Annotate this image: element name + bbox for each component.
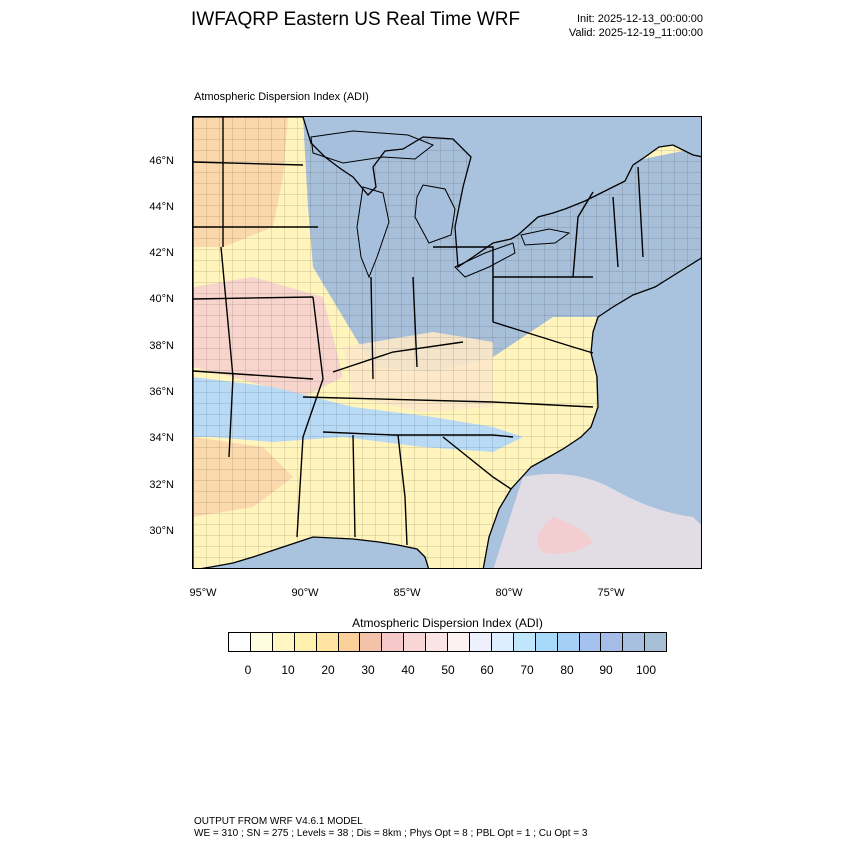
colorbar-label: 70 bbox=[520, 663, 534, 677]
colorbar-swatch bbox=[272, 633, 295, 651]
colorbar-swatch bbox=[360, 633, 383, 651]
init-time: Init: 2025-12-13_00:00:00 bbox=[577, 13, 703, 25]
colorbar-swatch bbox=[513, 633, 536, 651]
colorbar-label: 80 bbox=[560, 663, 574, 677]
colorbar-swatch bbox=[469, 633, 492, 651]
main-title: IWFAQRP Eastern US Real Time WRF bbox=[191, 9, 521, 30]
colorbar-label: 40 bbox=[401, 663, 415, 677]
colorbar-swatch bbox=[250, 633, 273, 651]
colorbar-label: 20 bbox=[321, 663, 335, 677]
colorbar-swatch bbox=[426, 633, 449, 651]
coastline bbox=[193, 117, 701, 568]
colorbar-swatch bbox=[623, 633, 646, 651]
colorbar-swatch bbox=[316, 633, 339, 651]
colorbar bbox=[228, 632, 667, 652]
lat-label-40n: 40°N bbox=[149, 293, 174, 305]
model-info-line-1: OUTPUT FROM WRF V4.6.1 MODEL bbox=[194, 816, 363, 827]
lat-label-44n: 44°N bbox=[149, 201, 174, 213]
lake-ontario bbox=[520, 228, 571, 246]
lat-label-46n: 46°N bbox=[149, 155, 174, 167]
lon-label-85w: 85°W bbox=[393, 587, 421, 599]
colorbar-swatch bbox=[404, 633, 427, 651]
colorbar-swatch bbox=[382, 633, 405, 651]
lake-huron bbox=[414, 184, 456, 244]
lat-label-42n: 42°N bbox=[149, 247, 174, 259]
adi-map bbox=[192, 116, 702, 569]
colorbar-swatch bbox=[338, 633, 361, 651]
valid-time: Valid: 2025-12-19_11:00:00 bbox=[568, 27, 703, 39]
lat-label-30n: 30°N bbox=[149, 525, 174, 537]
lon-label-95w: 95°W bbox=[189, 587, 217, 599]
ocean-adi-patch bbox=[537, 517, 593, 554]
lat-label-38n: 38°N bbox=[149, 340, 174, 352]
colorbar-swatch bbox=[579, 633, 602, 651]
lat-label-32n: 32°N bbox=[149, 479, 174, 491]
colorbar-label: 100 bbox=[635, 663, 657, 677]
colorbar-label: 60 bbox=[480, 663, 494, 677]
colorbar-title: Atmospheric Dispersion Index (ADI) bbox=[352, 616, 543, 630]
colorbar-label: 50 bbox=[441, 663, 455, 677]
colorbar-swatch bbox=[645, 633, 667, 651]
colorbar-label: 30 bbox=[361, 663, 375, 677]
lat-label-34n: 34°N bbox=[149, 432, 174, 444]
colorbar-label: 0 bbox=[244, 663, 252, 677]
map-subtitle: Atmospheric Dispersion Index (ADI) bbox=[194, 91, 369, 103]
lake-erie bbox=[454, 242, 516, 278]
state-boundaries bbox=[193, 117, 644, 546]
lon-label-90w: 90°W bbox=[291, 587, 319, 599]
lake-michigan bbox=[356, 186, 390, 279]
lake-superior bbox=[310, 130, 434, 164]
colorbar-label: 10 bbox=[281, 663, 295, 677]
colorbar-swatch bbox=[557, 633, 580, 651]
colorbar-swatch bbox=[448, 633, 470, 651]
colorbar-swatch bbox=[294, 633, 317, 651]
colorbar-swatch bbox=[535, 633, 558, 651]
lat-label-36n: 36°N bbox=[149, 386, 174, 398]
lon-label-75w: 75°W bbox=[597, 587, 625, 599]
colorbar-swatch bbox=[601, 633, 624, 651]
lon-label-80w: 80°W bbox=[495, 587, 523, 599]
model-info-line-2: WE = 310 ; SN = 275 ; Levels = 38 ; Dis … bbox=[194, 828, 588, 839]
colorbar-swatch bbox=[229, 633, 251, 651]
colorbar-label: 90 bbox=[599, 663, 613, 677]
colorbar-swatch bbox=[491, 633, 514, 651]
